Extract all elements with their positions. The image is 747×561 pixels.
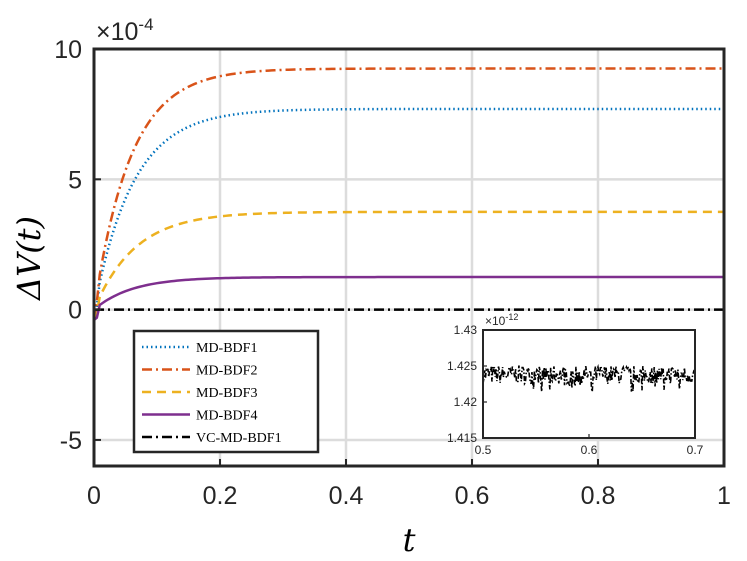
y-tick-label: 0 bbox=[68, 297, 82, 325]
y-tick-label: 10 bbox=[54, 36, 82, 64]
series-line-md-bdf1 bbox=[92, 107, 724, 321]
legend-entry: MD-BDF1 bbox=[196, 341, 257, 356]
inset-ticks: 0.5 0.6 0.7 1.415 1.42 1.425 1.43 bbox=[447, 323, 704, 457]
inset-series-lines bbox=[482, 363, 696, 392]
inset-series-line bbox=[482, 363, 696, 392]
y-axis-label: ΔV(t) bbox=[10, 216, 48, 302]
main-series-lines bbox=[92, 67, 724, 322]
inset-y-tick-label: 1.425 bbox=[447, 359, 477, 373]
inset-y-tick-label: 1.42 bbox=[454, 395, 478, 409]
x-tick-label: 0.2 bbox=[203, 482, 238, 510]
inset-x-tick-label: 0.7 bbox=[687, 443, 704, 457]
x-axis-label: t bbox=[403, 521, 416, 559]
y-scale-label: ×10-4 bbox=[96, 15, 154, 46]
y-tick-label: 5 bbox=[68, 166, 82, 194]
main-axes-box bbox=[92, 47, 726, 468]
y-tick-label: -5 bbox=[60, 427, 82, 455]
x-tick-label: 1 bbox=[717, 482, 731, 510]
x-tick-label: 0 bbox=[87, 482, 101, 510]
x-tick-label: 0.6 bbox=[455, 482, 490, 510]
legend: MD-BDF1 MD-BDF2 MD-BDF3 MD-BDF4 VC-MD-BDF1 bbox=[132, 329, 320, 454]
inset-y-tick-label: 1.43 bbox=[454, 323, 478, 337]
inset-y-scale-label: ×10-12 bbox=[485, 312, 518, 328]
series-line-md-bdf2 bbox=[92, 67, 724, 321]
legend-entry: VC-MD-BDF1 bbox=[196, 431, 282, 446]
inset-plot-area bbox=[483, 330, 695, 438]
series-line-md-bdf3 bbox=[92, 210, 724, 321]
x-tick-label: 0.8 bbox=[581, 482, 616, 510]
x-tick-label: 0.4 bbox=[329, 482, 364, 510]
legend-entry: MD-BDF4 bbox=[196, 409, 257, 424]
series-line-md-bdf4 bbox=[93, 275, 724, 322]
inset-x-tick-label: 0.6 bbox=[581, 443, 598, 457]
legend-entry: MD-BDF3 bbox=[196, 386, 257, 401]
legend-entry: MD-BDF2 bbox=[196, 364, 257, 379]
inset-x-tick-label: 0.5 bbox=[475, 443, 492, 457]
inset-y-tick-label: 1.415 bbox=[447, 431, 477, 445]
